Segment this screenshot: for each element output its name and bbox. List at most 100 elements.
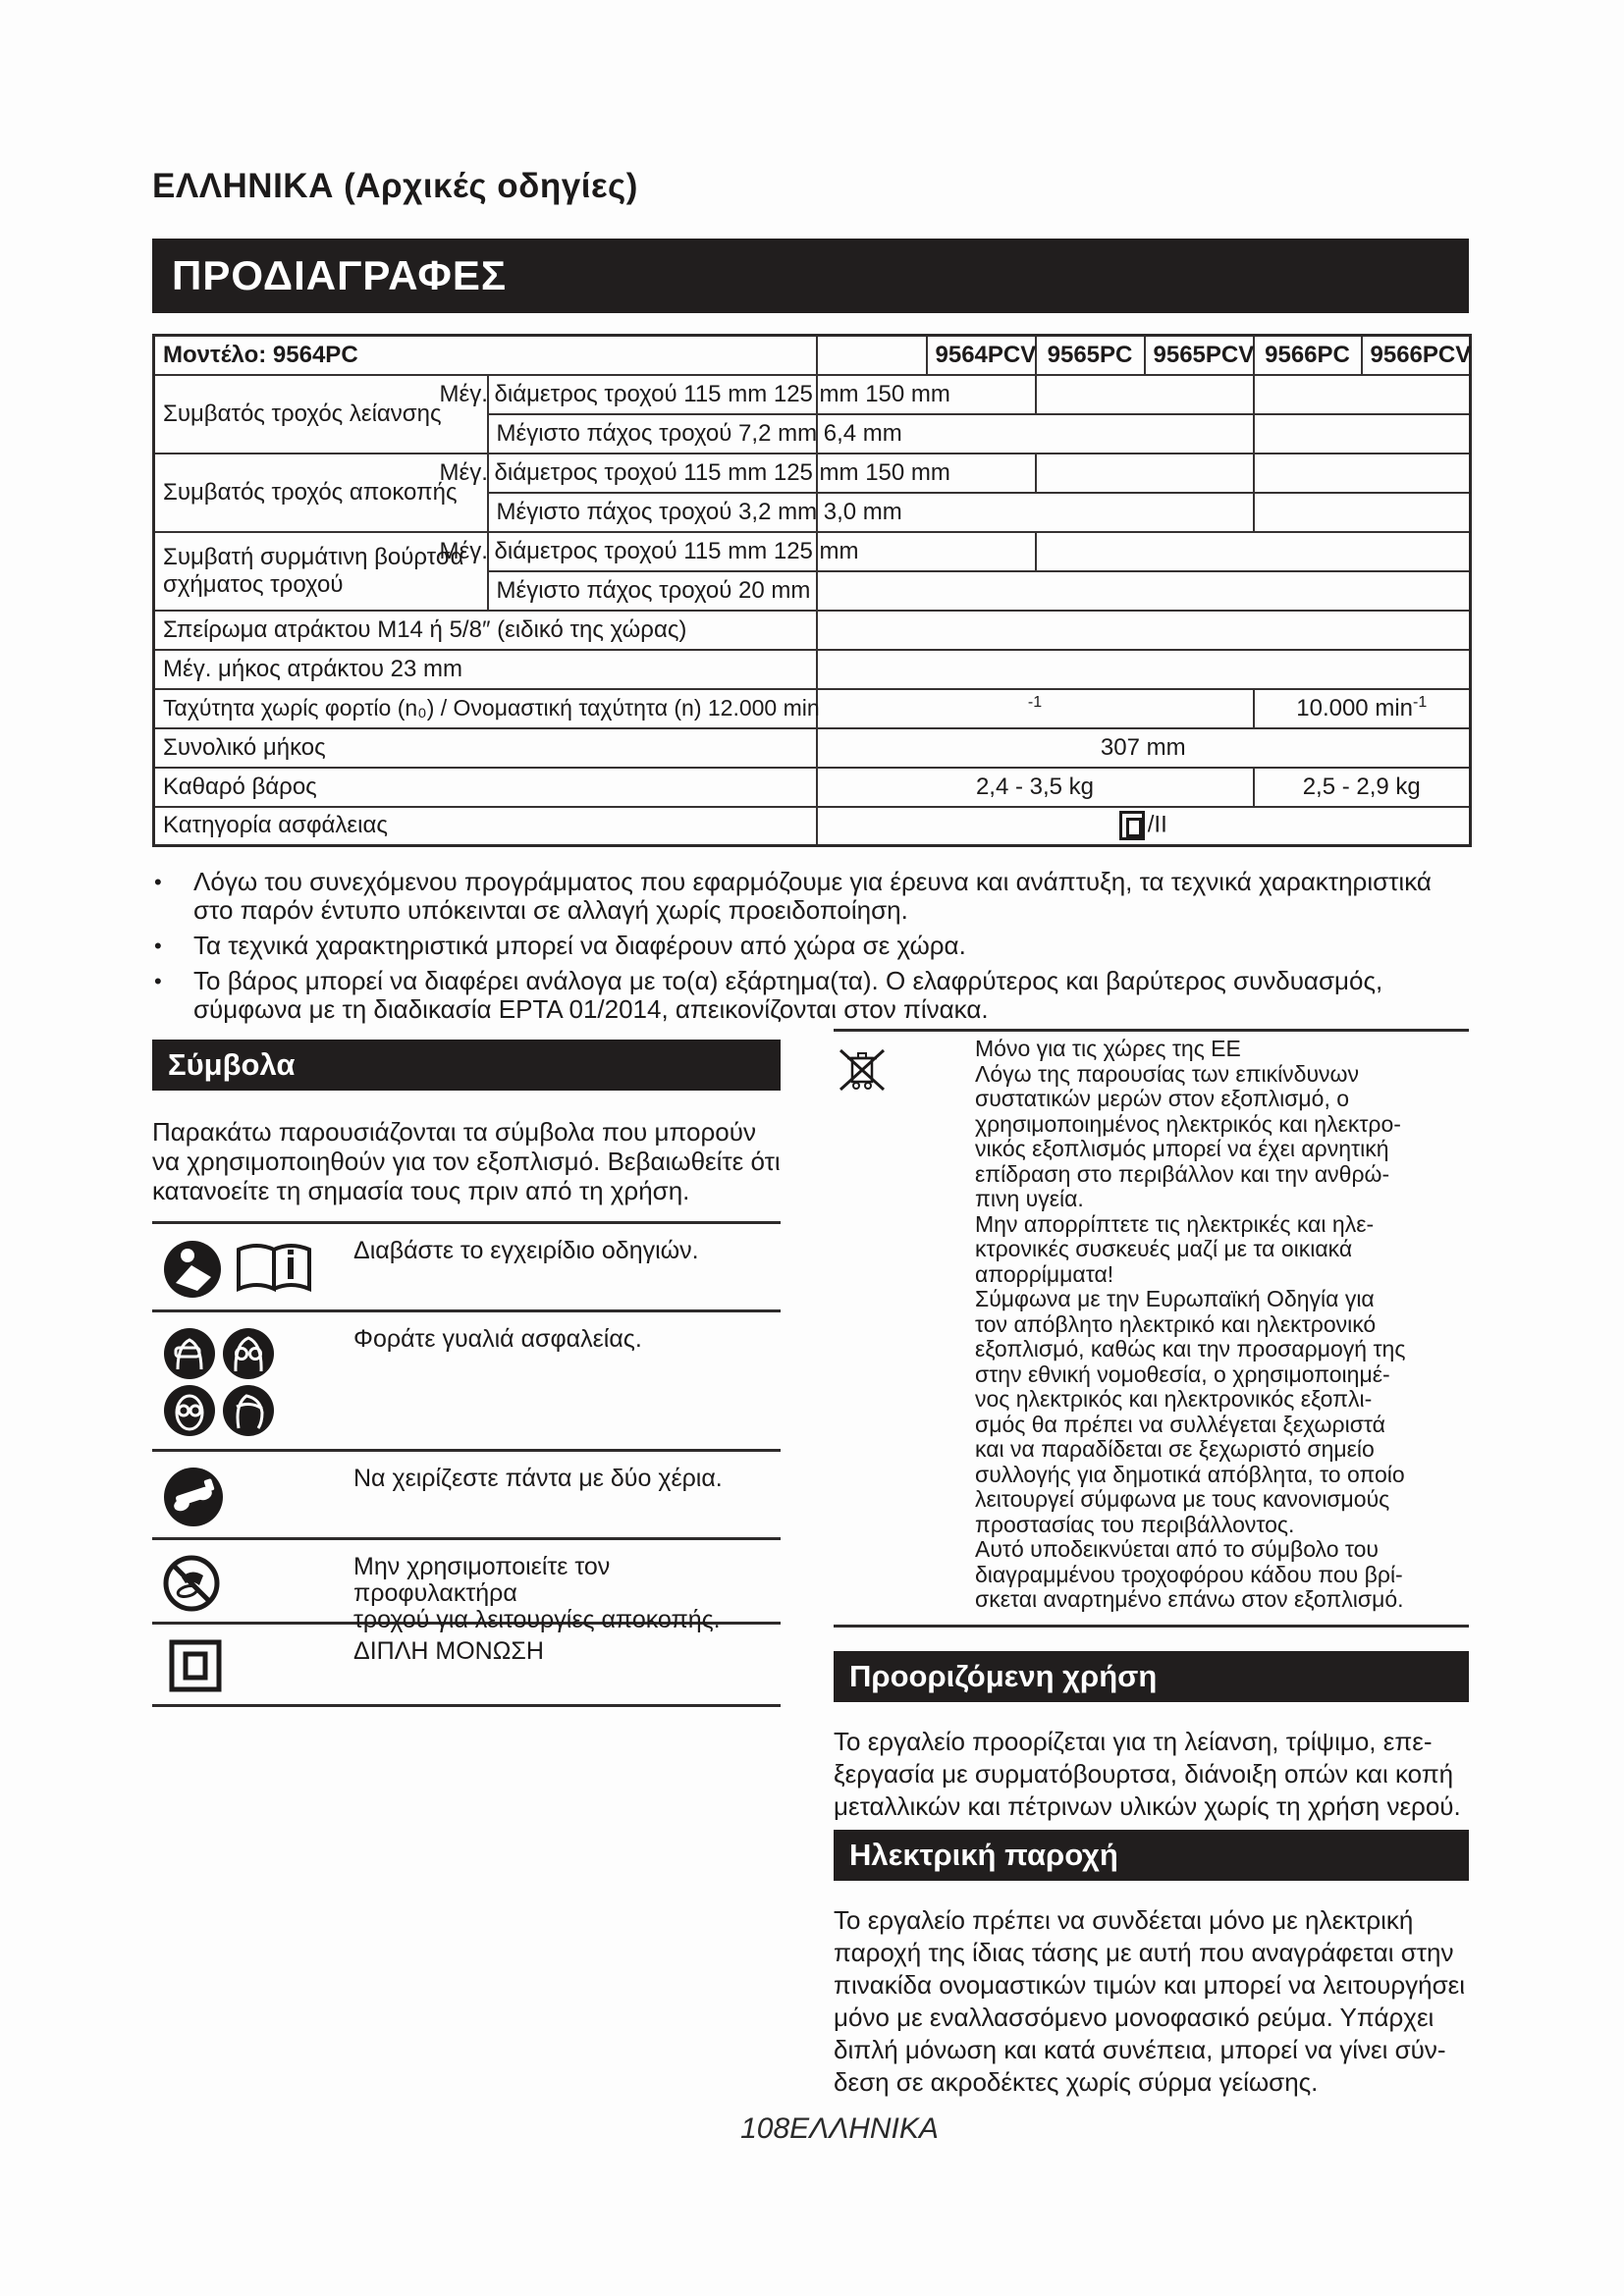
safety-class-value: /II bbox=[815, 805, 1472, 847]
divider bbox=[834, 1029, 1469, 1032]
table-row-spindle-length: Μέγ. μήκος ατράκτου 23 mm bbox=[152, 648, 1472, 690]
safety-goggles-icon bbox=[162, 1326, 278, 1438]
empty-cell bbox=[815, 569, 1472, 612]
bullet: • bbox=[154, 934, 162, 958]
double-insulation-small-icon bbox=[1118, 811, 1145, 841]
page-title: ΕΛΛΗΝΙΚΑ (Αρχικές οδηγίες) bbox=[152, 167, 638, 205]
table-row-speed: Ταχύτητα χωρίς φορτίο (n₀) / Ονομαστική … bbox=[152, 687, 1472, 729]
empty-cell bbox=[1034, 452, 1255, 494]
table-row-wirebrush-thickness: Μέγιστο πάχος τροχού 20 mm bbox=[154, 569, 1472, 612]
empty-cell bbox=[1252, 491, 1472, 533]
table-row-cutoff-diameter: Συμβατός τροχός αποκοπής Μέγ. διάμετρος … bbox=[152, 452, 1472, 533]
specifications-banner: ΠΡΟΔΙΑΓΡΑΦΕΣ bbox=[152, 239, 1469, 313]
table-row-spindle-thread: Σπείρωμα ατράκτου M14 ή 5/8″ (ειδικό της… bbox=[152, 609, 1472, 651]
weee-note: Μόνο για τις χώρες της ΕΕ Λόγω της παρου… bbox=[975, 1036, 1406, 1612]
symbol-caption: Να χειρίζεστε πάντα με δύο χέρια. bbox=[353, 1465, 723, 1492]
intended-use-text: Το εργαλείο προορίζεται για τη λείανση, … bbox=[834, 1727, 1461, 1821]
right-column: Μόνο για τις χώρες της ΕΕ Λόγω της παρου… bbox=[834, 1021, 1469, 2179]
net-weight-label: Καθαρό βάρος bbox=[152, 766, 818, 808]
empty-cell bbox=[815, 334, 928, 376]
overall-length-label: Συνολικό μήκος bbox=[152, 726, 818, 769]
note-item: • Τα τεχνικά χαρακτηριστικά μπορεί να δι… bbox=[154, 931, 966, 960]
symbol-row-read-manual: Διαβάστε το εγχειρίδιο οδηγιών. bbox=[152, 1224, 781, 1312]
symbol-caption: Μην χρησιμοποιείτε τον προφυλακτήρα τροχ… bbox=[353, 1553, 721, 1633]
symbols-intro: Παρακάτω παρουσιάζονται τα σύμβολα που μ… bbox=[152, 1117, 781, 1205]
read-manual-icon bbox=[162, 1238, 319, 1306]
speed-label: Ταχύτητα χωρίς φορτίο (n₀) / Ονομαστική … bbox=[152, 687, 820, 729]
model-column-9565pc: 9565PC bbox=[1034, 334, 1146, 376]
symbols-section: Σύμβολα Παρακάτω παρουσιάζονται τα σύμβο… bbox=[152, 1040, 781, 1707]
note-item: • Το βάρος μπορεί να διαφέρει ανάλογα με… bbox=[154, 966, 1383, 1024]
symbols-list: Διαβάστε το εγχειρίδιο οδηγιών. bbox=[152, 1221, 781, 1707]
table-row-wirebrush-diameter: Συμβατή συρμάτινη βούρτσα σχήματος τροχο… bbox=[152, 530, 1472, 612]
empty-cell bbox=[815, 530, 1037, 572]
table-row-weight: Καθαρό βάρος 2,4 - 3,5 kg 2,5 - 2,9 kg bbox=[152, 766, 1472, 808]
spindle-length-label: Μέγ. μήκος ατράκτου 23 mm bbox=[152, 648, 818, 690]
speed-value-cell: 10.000 min-1 bbox=[1252, 687, 1472, 729]
power-supply-text: Το εργαλείο πρέπει να συνδέεται μόνο με … bbox=[834, 1905, 1466, 2097]
empty-cell bbox=[815, 609, 1472, 651]
double-insulation-icon bbox=[168, 1638, 223, 1698]
grinding-diameter-cell: Μέγ. διάμετρος τροχού 115 mm 125 mm 150 … bbox=[440, 373, 950, 415]
specifications-banner-label: ΠΡΟΔΙΑΓΡΑΦΕΣ bbox=[172, 252, 508, 298]
spindle-thread-label: Σπείρωμα ατράκτου M14 ή 5/8″ (ειδικό της… bbox=[152, 609, 818, 651]
no-cutting-guard-icon bbox=[162, 1554, 221, 1618]
empty-cell bbox=[815, 412, 1255, 454]
wirebrush-diameter-cell: Μέγ. διάμετρος τροχού 115 mm 125 mm bbox=[440, 530, 859, 572]
symbols-banner: Σύμβολα bbox=[152, 1040, 781, 1091]
empty-cell bbox=[1252, 452, 1472, 494]
symbol-row-two-hands: Να χειρίζεστε πάντα με δύο χέρια. bbox=[152, 1452, 781, 1540]
cutoff-wheel-label: Συμβατός τροχός αποκοπής bbox=[152, 452, 489, 533]
model-column-9564pcv: 9564PCV bbox=[925, 334, 1037, 376]
wirebrush-thickness-cell: Μέγιστο πάχος τροχού 20 mm bbox=[486, 569, 818, 612]
cutoff-diameter-cell: Μέγ. διάμετρος τροχού 115 mm 125 mm 150 … bbox=[440, 452, 950, 494]
symbol-caption: Διαβάστε το εγχειρίδιο οδηγιών. bbox=[353, 1237, 699, 1264]
empty-cell bbox=[1252, 373, 1472, 415]
symbol-caption: Φοράτε γυαλιά ασφαλείας. bbox=[353, 1325, 642, 1353]
specifications-table: Μοντέλο: 9564PC 9564PCV 9565PC 9565PCV 9… bbox=[152, 334, 1472, 847]
two-hands-icon bbox=[162, 1466, 225, 1533]
intended-use-banner: Προοριζόμενη χρήση bbox=[834, 1651, 1469, 1702]
empty-cell bbox=[1252, 412, 1472, 454]
model-column-9565pcv: 9565PCV bbox=[1143, 334, 1255, 376]
safety-class-label: Κατηγορία ασφάλειας bbox=[152, 805, 818, 847]
table-row-safety-class: Κατηγορία ασφάλειας /II bbox=[152, 805, 1472, 847]
model-column-9566pcv: 9566PCV bbox=[1360, 334, 1472, 376]
table-row-cutoff-thickness: Μέγιστο πάχος τροχού 3,2 mm 3,0 mm bbox=[154, 491, 1472, 533]
bullet: • bbox=[154, 870, 162, 894]
wirebrush-label: Συμβατή συρμάτινη βούρτσα σχήματος τροχο… bbox=[152, 530, 489, 612]
power-supply-banner: Ηλεκτρική παροχή bbox=[834, 1830, 1469, 1881]
symbol-row-no-cutting: Μην χρησιμοποιείτε τον προφυλακτήρα τροχ… bbox=[152, 1540, 781, 1633]
overall-length-value: 307 mm bbox=[815, 726, 1472, 769]
table-row-grinding-diameter: Συμβατός τροχός λείανσης Μέγ. διάμετρος … bbox=[152, 373, 1472, 454]
page-footer: 108ΕΛΛΗΝΙΚΑ bbox=[0, 2112, 1624, 2146]
footer-page-number: 108 bbox=[740, 2112, 790, 2145]
empty-cell bbox=[815, 491, 1255, 533]
net-weight-value-right: 2,5 - 2,9 kg bbox=[1252, 766, 1472, 808]
empty-cell bbox=[815, 648, 1472, 690]
cutoff-thickness-cell: Μέγιστο πάχος τροχού 3,2 mm 3,0 mm bbox=[486, 491, 902, 533]
grinding-wheel-label: Συμβατός τροχός λείανσης bbox=[152, 373, 489, 454]
table-row-grinding-thickness: Μέγιστο πάχος τροχού 7,2 mm 6,4 mm bbox=[154, 412, 1472, 454]
empty-cell bbox=[1034, 373, 1255, 415]
empty-cell bbox=[815, 373, 1037, 415]
spec-notes: • Λόγω του συνεχόμενου προγράμματος που … bbox=[152, 868, 1517, 1031]
grinding-thickness-cell: Μέγιστο πάχος τροχού 7,2 mm 6,4 mm bbox=[486, 412, 902, 454]
empty-cell bbox=[815, 452, 1037, 494]
symbol-row-goggles: Φοράτε γυαλιά ασφαλείας. bbox=[152, 1312, 781, 1452]
table-row-length: Συνολικό μήκος 307 mm bbox=[152, 726, 1472, 769]
speed-superscript-cell: -1 bbox=[815, 687, 1255, 729]
bullet: • bbox=[154, 969, 162, 993]
symbol-row-double-insulation: ΔΙΠΛΗ ΜΟΝΩΣΗ bbox=[152, 1625, 781, 1707]
model-header-cell: Μοντέλο: 9564PC bbox=[152, 334, 818, 376]
net-weight-value-left: 2,4 - 3,5 kg bbox=[815, 766, 1255, 808]
note-item: • Λόγω του συνεχόμενου προγράμματος που … bbox=[154, 867, 1432, 925]
divider bbox=[834, 1625, 1469, 1628]
model-column-9566pc: 9566PC bbox=[1252, 334, 1363, 376]
crossed-out-wheelie-bin-icon bbox=[838, 1044, 887, 1100]
empty-cell bbox=[1034, 530, 1472, 572]
footer-language: ΕΛΛΗΝΙΚΑ bbox=[789, 2112, 939, 2145]
symbol-caption: ΔΙΠΛΗ ΜΟΝΩΣΗ bbox=[353, 1637, 544, 1665]
table-row-models: Μοντέλο: 9564PC 9564PCV 9565PC 9565PCV 9… bbox=[152, 334, 1472, 376]
